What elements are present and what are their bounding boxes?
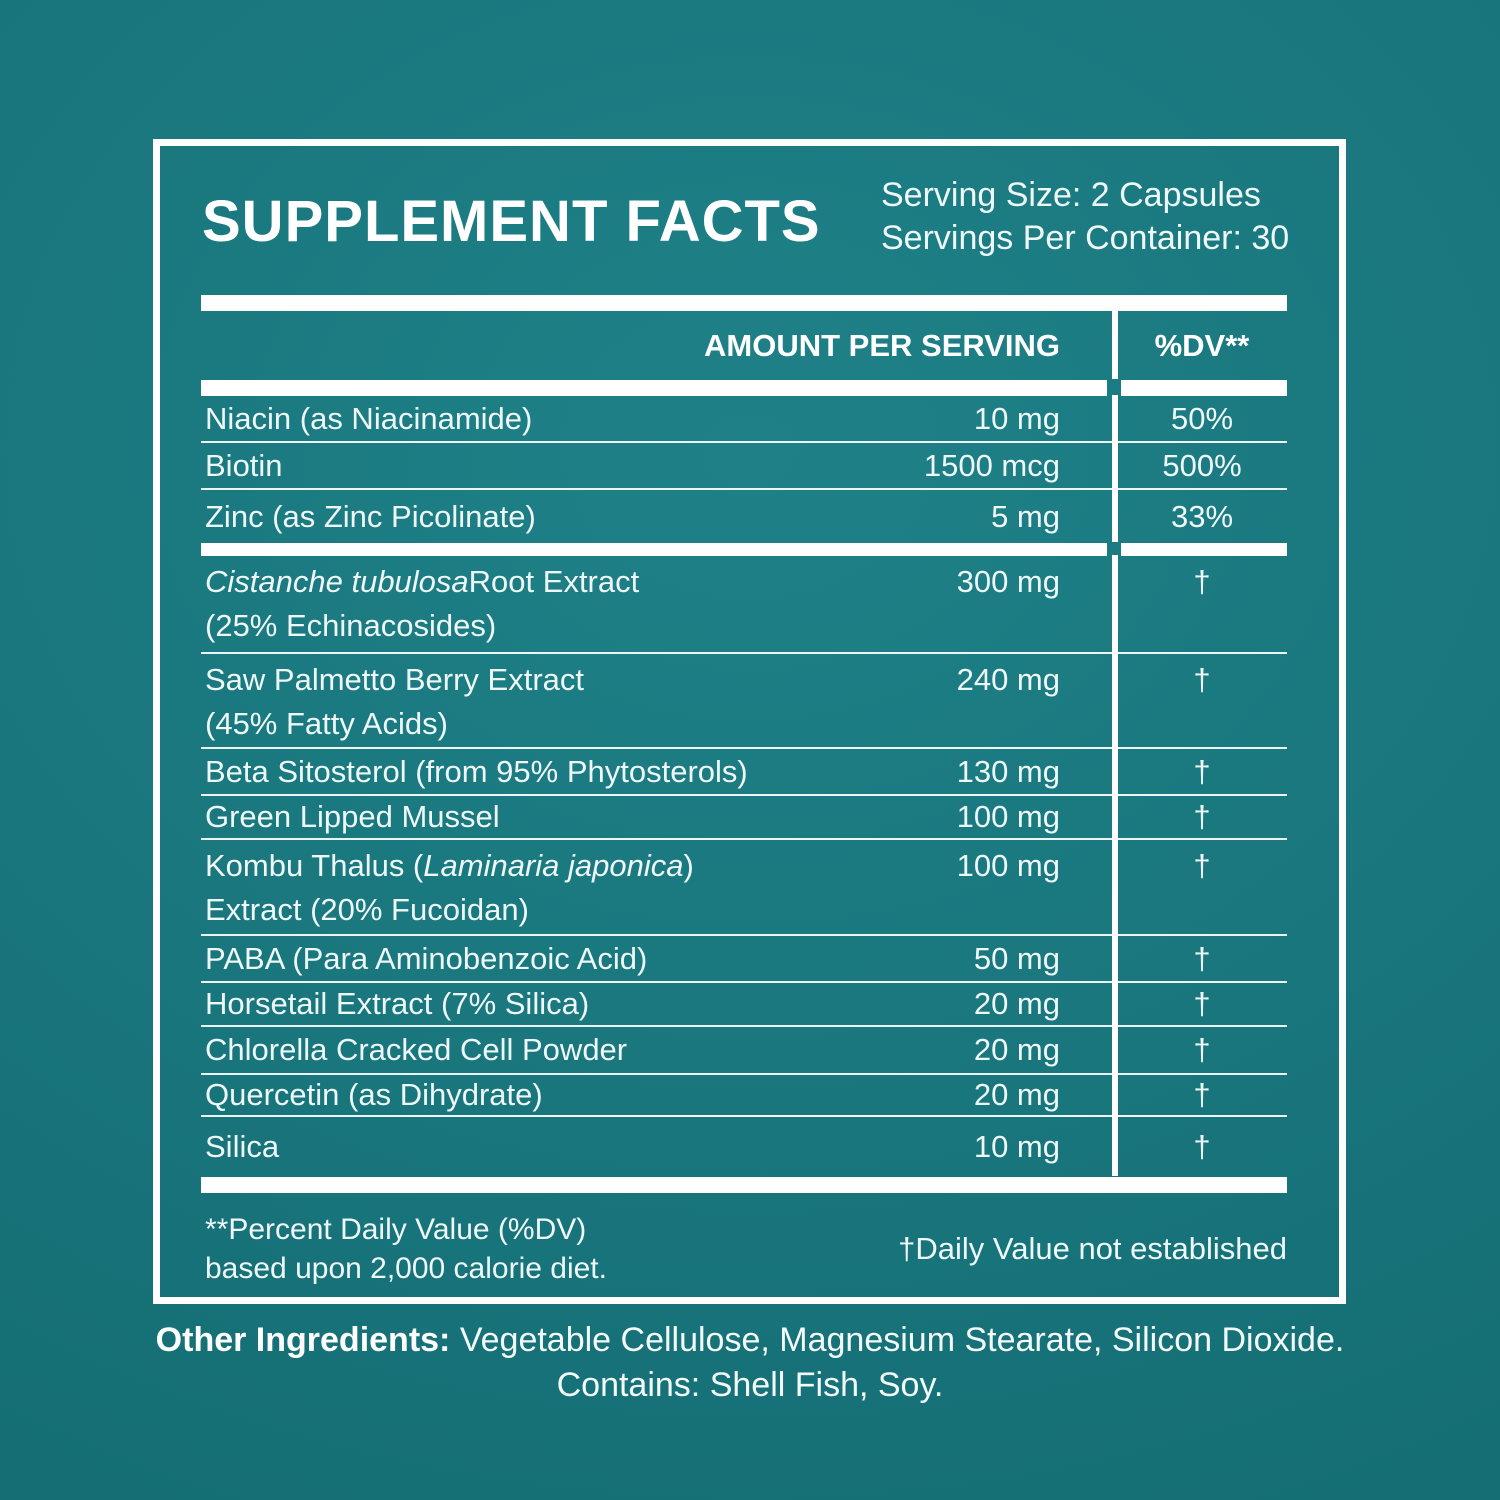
ingredient-name-line2: (45% Fatty Acids) (205, 706, 448, 741)
ingredient-name: Saw Palmetto Berry Extract (205, 654, 584, 706)
footnotes: **Percent Daily Value (%DV) based upon 2… (201, 1210, 1287, 1288)
table-row-silica: Silica 10 mg † (201, 1117, 1287, 1177)
table-row-kombu: Kombu Thalus (Laminaria japonica) Extrac… (201, 840, 1287, 936)
ingredient-dv: † (1193, 1032, 1211, 1067)
name-part: Green Lipped Mussel (205, 799, 500, 834)
serving-info: Serving Size: 2 Capsules Servings Per Co… (881, 174, 1289, 260)
ingredient-name-line2: (25% Echinacosides) (205, 608, 497, 643)
serving-size-text: Serving Size: 2 Capsules (881, 176, 1261, 214)
ingredient-dv: † (1193, 799, 1211, 834)
ingredient-name: Silica (205, 1117, 279, 1177)
ingredient-amount: 130 mg (956, 753, 1060, 789)
thick-bar-segment (1121, 380, 1287, 396)
ingredient-name: Kombu Thalus (Laminaria japonica) (205, 840, 694, 892)
table-row-paba: PABA (Para Aminobenzoic Acid) 50 mg † (201, 936, 1287, 983)
name-part: Root Extract (468, 564, 640, 599)
table-row-chlorella: Chlorella Cracked Cell Powder 20 mg † (201, 1027, 1287, 1075)
ingredient-name: Green Lipped Mussel (205, 796, 500, 838)
table-row-biotin: Biotin 1500 mcg 500% (201, 443, 1287, 490)
other-ingredients-text: Vegetable Cellulose, Magnesium Stearate,… (450, 1321, 1345, 1359)
thick-bar-top (201, 295, 1287, 311)
other-ingredients-line: Other Ingredients: Vegetable Cellulose, … (0, 1318, 1500, 1363)
name-part: Quercetin (as Dihydrate) (205, 1077, 543, 1112)
ingredient-dv: 33% (1170, 498, 1234, 534)
ingredient-amount: 1500 mcg (923, 447, 1060, 483)
table-row-saw-palmetto: Saw Palmetto Berry Extract (45% Fatty Ac… (201, 654, 1287, 749)
ingredient-name: Horsetail Extract (7% Silica) (205, 983, 589, 1025)
name-part-italic: Cistanche tubulosa (205, 564, 469, 599)
ingredient-amount: 50 mg (973, 940, 1060, 976)
ingredient-amount: 5 mg (991, 498, 1060, 534)
table-header-row: AMOUNT PER SERVING %DV** (201, 311, 1287, 380)
thick-bar-segment (1121, 543, 1287, 556)
ingredient-dv: † (1193, 1129, 1211, 1164)
footnote-daily-value: **Percent Daily Value (%DV) based upon 2… (201, 1210, 607, 1288)
thick-bar-bottom (201, 1177, 1287, 1193)
thick-bar-mid (201, 543, 1287, 556)
footnote-line2: based upon 2,000 calorie diet. (205, 1252, 607, 1285)
name-part: Horsetail Extract (7% Silica) (205, 986, 590, 1021)
ingredient-dv: † (1193, 564, 1211, 599)
footnote-line1: **Percent Daily Value (%DV) (205, 1213, 587, 1246)
table-row-cistanche: Cistanche tubulosa Root Extract (25% Ech… (201, 556, 1287, 654)
ingredient-dv: † (1193, 662, 1211, 697)
thick-bar-header (201, 380, 1287, 396)
ingredient-name: Cistanche tubulosa Root Extract (205, 556, 639, 608)
ingredient-name: Chlorella Cracked Cell Powder (205, 1027, 627, 1073)
facts-table: AMOUNT PER SERVING %DV** Niacin (as Niac… (201, 295, 1287, 1193)
ingredient-amount: 20 mg (973, 1032, 1060, 1067)
ingredient-dv: 500% (1162, 447, 1242, 483)
ingredient-name: Biotin (205, 447, 283, 483)
column-header-amount: AMOUNT PER SERVING (704, 327, 1060, 363)
ingredient-name-line2: Extract (20% Fucoidan) (205, 892, 529, 927)
table-row-zinc: Zinc (as Zinc Picolinate) 5 mg 33% (201, 490, 1287, 543)
table-row-beta-sitosterol: Beta Sitosterol (from 95% Phytosterols) … (201, 749, 1287, 796)
other-ingredients-label: Other Ingredients: (155, 1321, 451, 1359)
contains-text: Contains: Shell Fish, Soy. (556, 1366, 944, 1404)
name-part: Silica (205, 1129, 280, 1164)
other-ingredients-block: Other Ingredients: Vegetable Cellulose, … (0, 1318, 1500, 1408)
ingredient-dv: 50% (1170, 400, 1234, 436)
name-part: Kombu Thalus ( (205, 848, 424, 883)
column-divider-line (1112, 555, 1118, 1176)
name-part: Beta Sitosterol (from 95% Phytosterols) (205, 753, 748, 789)
ingredient-name: Beta Sitosterol (from 95% Phytosterols) (205, 749, 748, 794)
ingredient-name: Quercetin (as Dihydrate) (205, 1075, 543, 1115)
ingredient-amount: 10 mg (973, 1129, 1060, 1164)
ingredient-amount: 300 mg (956, 564, 1060, 599)
ingredient-name: PABA (Para Aminobenzoic Acid) (205, 936, 647, 981)
ingredient-amount: 10 mg (973, 400, 1060, 436)
name-part-italic: Laminaria japonica (423, 848, 684, 883)
ingredient-name: Zinc (as Zinc Picolinate) (205, 498, 536, 534)
ingredient-dv: † (1193, 848, 1211, 883)
ingredient-dv: † (1193, 1077, 1211, 1112)
ingredient-dv: † (1193, 940, 1211, 976)
ingredient-dv: † (1193, 753, 1211, 789)
name-part: ) (683, 848, 694, 883)
servings-per-container-text: Servings Per Container: 30 (881, 219, 1290, 257)
table-row-niacin: Niacin (as Niacinamide) 10 mg 50% (201, 396, 1287, 443)
ingredient-amount: 20 mg (973, 1077, 1060, 1112)
ingredient-amount: 100 mg (956, 799, 1060, 834)
name-part: Saw Palmetto Berry Extract (205, 662, 585, 697)
table-row-quercetin: Quercetin (as Dihydrate) 20 mg † (201, 1075, 1287, 1117)
footnote-not-established: †Daily Value not established (898, 1231, 1287, 1266)
panel-border (153, 139, 1346, 1304)
column-divider-line (1112, 395, 1118, 542)
panel-title: SUPPLEMENT FACTS (202, 189, 821, 254)
thick-bar-segment (201, 380, 1107, 396)
table-row-horsetail: Horsetail Extract (7% Silica) 20 mg † (201, 983, 1287, 1027)
ingredient-amount: 20 mg (973, 986, 1060, 1021)
ingredient-name: Niacin (as Niacinamide) (205, 400, 533, 436)
column-header-dv: %DV** (1154, 327, 1250, 363)
thick-bar-segment (201, 543, 1107, 556)
ingredient-dv: † (1193, 986, 1211, 1021)
column-divider-line (1112, 311, 1118, 379)
name-part: Chlorella Cracked Cell Powder (205, 1032, 628, 1067)
name-part: PABA (Para Aminobenzoic Acid) (205, 940, 648, 976)
table-row-green-lipped-mussel: Green Lipped Mussel 100 mg † (201, 796, 1287, 840)
ingredient-amount: 240 mg (956, 662, 1060, 697)
ingredient-amount: 100 mg (956, 848, 1060, 883)
